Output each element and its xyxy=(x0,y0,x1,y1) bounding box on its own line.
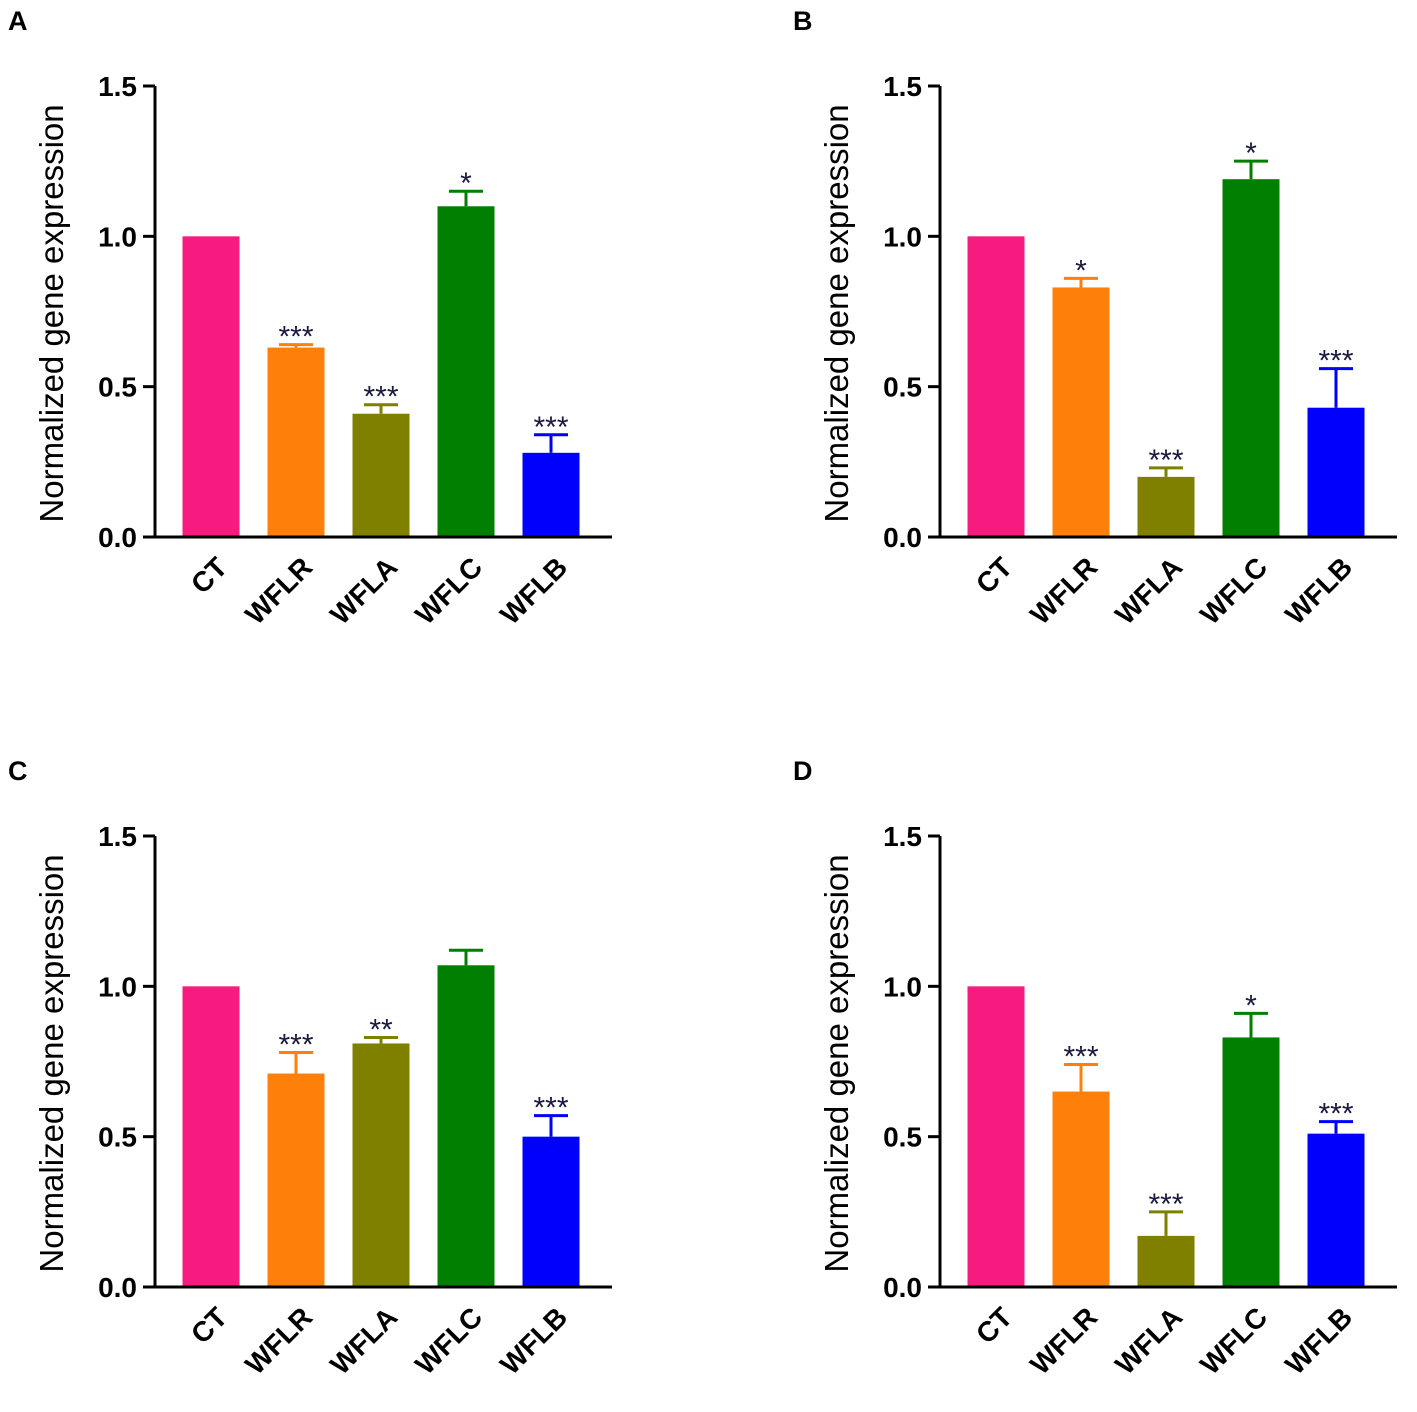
y-tick-label: 0.5 xyxy=(98,372,137,403)
significance-label: *** xyxy=(1318,345,1353,378)
category-label: WFLA xyxy=(1109,551,1188,630)
y-axis-label: Normalized gene expression xyxy=(33,104,70,522)
significance-label: *** xyxy=(278,321,313,354)
significance-label: *** xyxy=(533,411,568,444)
y-tick-label: 1.5 xyxy=(98,71,137,102)
bar-wflc xyxy=(437,965,495,1286)
y-axis-label: Normalized gene expression xyxy=(33,854,70,1272)
panel-letter: A xyxy=(8,6,28,36)
bar-wflr xyxy=(267,1073,325,1286)
significance-label: * xyxy=(1075,254,1087,287)
category-label: WFLA xyxy=(1109,1301,1188,1380)
significance-label: *** xyxy=(1318,1098,1353,1131)
y-tick-label: 0.5 xyxy=(98,1122,137,1153)
y-tick-label: 1.0 xyxy=(883,221,922,252)
significance-label: * xyxy=(460,167,472,200)
y-tick-label: 0.0 xyxy=(883,1272,922,1303)
bar-ct xyxy=(967,236,1025,536)
bar-wflr xyxy=(1052,287,1110,536)
category-label: CT xyxy=(185,551,233,599)
significance-label: *** xyxy=(533,1092,568,1125)
category-label: CT xyxy=(970,1301,1018,1349)
significance-label: *** xyxy=(278,1028,313,1061)
category-label: WFLC xyxy=(1194,1301,1273,1380)
panel-a: A Normalized gene expression 0.0 0.5 1.0 1.5 C… xyxy=(8,6,612,630)
panel-d: D Normalized gene expression 0.0 0.5 1.0 1.5 C… xyxy=(793,756,1397,1380)
bar-wflb xyxy=(522,452,580,536)
bar-wflr xyxy=(267,347,325,536)
panel-letter: C xyxy=(8,756,28,786)
y-tick-label: 1.5 xyxy=(98,821,137,852)
bar-wflc xyxy=(437,206,495,536)
significance-label: *** xyxy=(1148,444,1183,477)
category-label: WFLA xyxy=(324,1301,403,1380)
significance-label: * xyxy=(1245,989,1257,1022)
significance-label: * xyxy=(1245,137,1257,170)
category-label: CT xyxy=(185,1301,233,1349)
bar-wflc xyxy=(1222,1037,1280,1286)
significance-label: *** xyxy=(363,381,398,414)
bar-wfla xyxy=(1137,476,1195,536)
category-label: WFLC xyxy=(409,1301,488,1380)
y-tick-label: 0.0 xyxy=(883,522,922,553)
y-tick-label: 1.0 xyxy=(883,971,922,1002)
bar-wflc xyxy=(1222,179,1280,536)
bar-ct xyxy=(182,236,240,536)
y-tick-label: 1.5 xyxy=(883,821,922,852)
category-label: WFLB xyxy=(494,551,573,630)
panel-c: C Normalized gene expression 0.0 0.5 1.0 1.5 C… xyxy=(8,756,612,1380)
y-tick-label: 1.0 xyxy=(98,221,137,252)
y-axis-label: Normalized gene expression xyxy=(818,104,855,522)
y-axis-label: Normalized gene expression xyxy=(818,854,855,1272)
bar-wfla xyxy=(1137,1235,1195,1286)
bar-wflb xyxy=(522,1136,580,1286)
y-tick-label: 0.0 xyxy=(98,1272,137,1303)
significance-label: ** xyxy=(369,1013,393,1046)
category-label: WFLB xyxy=(494,1301,573,1380)
bar-ct xyxy=(182,986,240,1286)
bar-wflb xyxy=(1307,407,1365,536)
bar-wfla xyxy=(352,413,410,536)
bar-wfla xyxy=(352,1043,410,1286)
category-label: WFLC xyxy=(409,551,488,630)
y-tick-label: 1.5 xyxy=(883,71,922,102)
y-tick-label: 1.0 xyxy=(98,971,137,1002)
panel-letter: B xyxy=(793,6,813,36)
category-label: WFLB xyxy=(1279,551,1358,630)
category-label: WFLR xyxy=(239,551,318,630)
category-label: WFLC xyxy=(1194,551,1273,630)
category-label: WFLB xyxy=(1279,1301,1358,1380)
significance-label: *** xyxy=(1148,1188,1183,1221)
category-label: WFLR xyxy=(1024,1301,1103,1380)
y-tick-label: 0.0 xyxy=(98,522,137,553)
panel-letter: D xyxy=(793,756,813,786)
bar-ct xyxy=(967,986,1025,1286)
bar-wflb xyxy=(1307,1133,1365,1286)
significance-label: *** xyxy=(1063,1041,1098,1074)
category-label: WFLR xyxy=(1024,551,1103,630)
y-tick-label: 0.5 xyxy=(883,372,922,403)
category-label: WFLR xyxy=(239,1301,318,1380)
bar-wflr xyxy=(1052,1091,1110,1286)
category-label: WFLA xyxy=(324,551,403,630)
panel-b: B Normalized gene expression 0.0 0.5 1.0 1.5 C… xyxy=(793,6,1397,630)
category-label: CT xyxy=(970,551,1018,599)
y-tick-label: 0.5 xyxy=(883,1122,922,1153)
